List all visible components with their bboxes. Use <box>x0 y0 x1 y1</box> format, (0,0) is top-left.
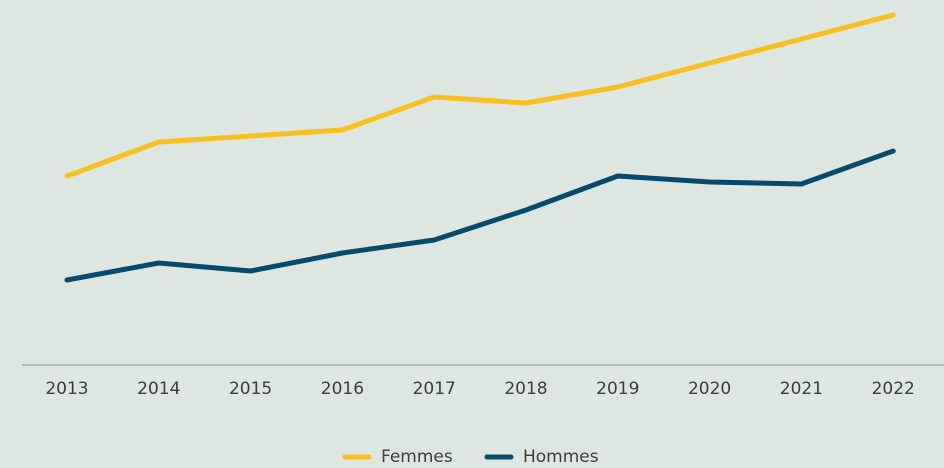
x-tick-label: 2022 <box>872 379 915 399</box>
x-tick-label: 2021 <box>780 379 823 399</box>
x-tick-label: 2018 <box>504 379 547 399</box>
legend-label: Femmes <box>381 447 453 467</box>
x-tick-label: 2015 <box>229 379 272 399</box>
legend-label: Hommes <box>523 447 599 467</box>
line-series <box>64 12 896 179</box>
x-tick-label: 2016 <box>321 379 364 399</box>
x-tick-label: 2014 <box>137 379 180 399</box>
x-tick-label: 2019 <box>596 379 639 399</box>
x-tick-label: 2013 <box>45 379 88 399</box>
line-series <box>64 148 896 283</box>
x-tick-label: 2020 <box>688 379 731 399</box>
x-tick-label: 2017 <box>413 379 456 399</box>
